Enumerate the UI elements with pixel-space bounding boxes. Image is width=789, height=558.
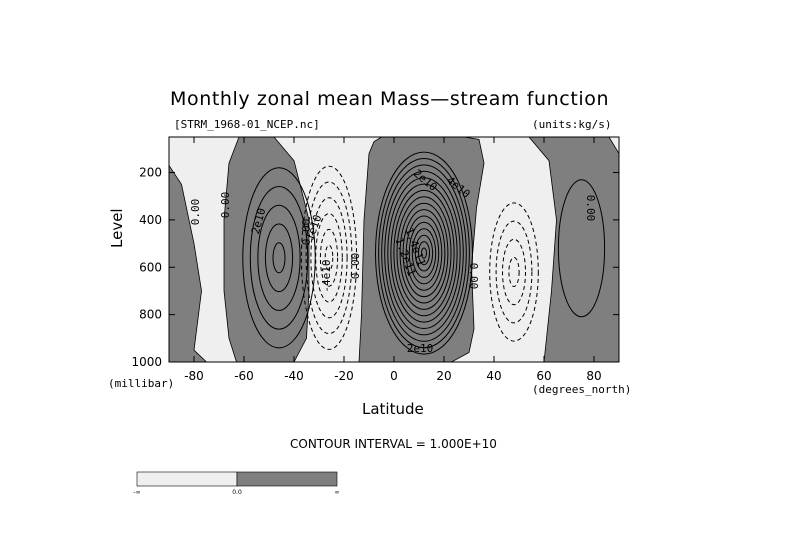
contour-cell1-level-4 [264,223,294,293]
colorbar-label: ∞ [335,489,340,496]
contour-cell1-level-2 [249,185,309,330]
x-tick-label: 0 [390,369,398,383]
x-axis-label: Latitude [362,400,424,418]
x-tick-label: 20 [436,369,451,383]
x-tick-label: 60 [536,369,551,383]
y-tick-label: 400 [139,213,162,227]
contour-interval-label: CONTOUR INTERVAL = 1.000E+10 [290,437,497,451]
positive-region-2 [223,136,310,363]
contour-cell3-level-1 [375,151,473,355]
colorbar-label: 0.0 [232,489,242,496]
contour-label-1: 0.00 [189,199,202,226]
contour-cell2-level-6 [324,244,334,271]
contour-cell1-level-1 [242,167,316,349]
contour-cell3-level-8 [396,196,452,310]
units-label: (units:kg/s) [532,118,612,131]
contour-cell2-level-5 [319,228,339,287]
contour-label-14: 2e10 [407,342,434,355]
contour-label-13: 0.00 [584,195,597,222]
chart-title: Monthly zonal mean Mass—stream function [170,88,610,110]
y-tick-label: 200 [139,166,162,180]
y-tick-label: 1000 [131,355,162,369]
colorbar: -∞ 0.0 ∞ [133,471,340,496]
contour-cell2-level-3 [310,197,348,319]
contour-lines [242,151,606,355]
contour-cell3-level-12 [408,221,440,285]
contour-cell3-level-2 [378,158,470,349]
positive-region-1 [168,164,208,363]
contour-label-7: 0.00 [349,253,362,280]
contour-cell3-level-15 [418,241,430,266]
contour-cell4-level-2 [495,220,533,324]
contour-cell3-level-14 [414,234,434,272]
contour-cell2-level-2 [305,181,353,335]
contour-label-4: 0.00 [300,219,313,246]
x-tick-label: -20 [334,369,354,383]
contour-cell3-level-5 [387,177,461,330]
x-tick-label: 80 [586,369,601,383]
contour-cell3-level-13 [411,228,437,278]
x-tick-label: 40 [486,369,501,383]
contour-cell3-level-11 [405,215,443,291]
contour-label-12: 0.00 [467,263,480,290]
axis-ticks: -80 -60 -40 -20 0 20 40 60 80 200 400 600 800 1000 [131,137,619,383]
x-tick-label: -40 [284,369,304,383]
y-tick-label: 800 [139,308,162,322]
contour-label-6: -4e10 [320,259,333,292]
colorbar-segment-negative [136,471,238,487]
x-tick-label: -60 [234,369,254,383]
contour-cell3-level-7 [393,189,455,317]
contour-cell4-level-1 [489,202,539,342]
contour-cell3-level-3 [381,164,467,342]
contour-cell3-level-10 [402,209,446,298]
colorbar-segment-positive [236,471,338,487]
contour-cell4-level-4 [508,257,520,287]
x-axis-units: (degrees_north) [532,383,632,396]
file-label: [STRM_1968-01_NCEP.nc] [174,118,320,131]
contour-cell1-level-5 [272,242,286,274]
contour-cell5-level-1 [557,179,606,318]
contour-cell3-level-6 [390,183,458,323]
x-tick-label: -80 [184,369,204,383]
contour-cell2-level-4 [315,213,343,303]
contour-cell3-level-9 [399,202,449,304]
colorbar-label: -∞ [133,489,140,496]
contour-cell4-level-3 [502,238,526,306]
contour-cell3-level-4 [384,170,464,336]
y-tick-label: 600 [139,260,162,274]
contour-cell2-level-1 [300,165,358,350]
contour-cell1-level-3 [257,204,301,311]
contour-label-2: 0.00 [219,192,232,219]
contour-cell3-level-16 [421,247,427,259]
y-axis-units: (millibar) [108,377,175,390]
